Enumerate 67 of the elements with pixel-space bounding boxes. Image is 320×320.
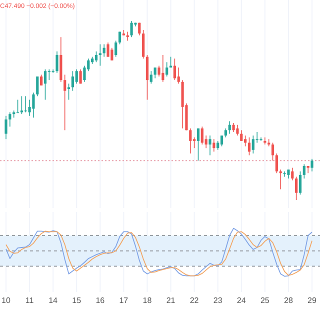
candlestick: [173, 58, 176, 80]
candlestick: [291, 167, 294, 181]
candlestick: [36, 76, 39, 97]
x-tick-label: 25: [260, 296, 270, 305]
candlestick: [212, 138, 216, 152]
candlestick: [208, 135, 212, 156]
candlestick: [189, 128, 192, 154]
candlestick: [114, 40, 118, 58]
x-tick-label: 15: [72, 296, 82, 305]
candlestick: [240, 130, 243, 142]
candlestick: [283, 170, 286, 178]
candlestick: [48, 68, 50, 80]
candlestick: [310, 158, 314, 172]
candlestick: [260, 136, 262, 142]
candlestick: [298, 170, 302, 196]
candlestick: [146, 54, 149, 100]
candlestick: [142, 30, 145, 59]
candlestick: [220, 135, 224, 147]
candlestick: [236, 124, 239, 136]
candlestick: [32, 92, 35, 118]
x-tick-label: 23: [213, 296, 223, 305]
candlestick: [40, 74, 43, 86]
candlestick: [79, 68, 82, 84]
candlestick: [24, 96, 27, 113]
candlestick: [248, 136, 251, 156]
x-tick-label: 28: [284, 296, 294, 305]
x-tick-label: 14: [48, 296, 58, 305]
candlestick: [130, 20, 133, 38]
candlestick: [8, 112, 12, 128]
candlestick: [64, 74, 66, 131]
candlestick: [244, 135, 247, 147]
candlestick: [67, 83, 70, 100]
candlestick: [275, 153, 278, 174]
candlestick: [158, 65, 160, 77]
candlestick: [106, 42, 110, 58]
candlestick: [52, 68, 54, 74]
candlestick: [75, 68, 78, 84]
candlestick: [252, 135, 254, 154]
candlestick: [166, 62, 168, 77]
x-tick-label: 21: [166, 296, 176, 305]
candlestick: [150, 70, 152, 84]
candlestick: [118, 31, 122, 45]
candlestick: [44, 68, 47, 100]
candlestick: [98, 44, 102, 66]
candlestick: [154, 67, 156, 79]
x-tick-label: 17: [119, 296, 129, 305]
candlestick: [295, 176, 298, 200]
candlestick: [138, 22, 141, 36]
candlestick: [71, 70, 74, 92]
candlestick: [94, 51, 98, 63]
candlestick: [162, 54, 164, 82]
x-tick-label: 10: [2, 296, 11, 305]
candlestick: [302, 164, 306, 179]
candlestick: [196, 128, 200, 162]
candlestick: [56, 51, 58, 74]
candlestick: [20, 96, 23, 114]
candlestick: [200, 126, 204, 145]
candlestick: [4, 115, 8, 140]
x-tick-label: 18: [142, 296, 152, 305]
x-tick-label: 29: [308, 296, 317, 305]
candlestick: [110, 47, 114, 61]
candlestick: [271, 142, 274, 162]
x-tick-label: 22: [190, 296, 200, 305]
x-tick-label: 24: [236, 296, 246, 305]
candlestick: [177, 67, 180, 84]
x-tick-label: 16: [96, 296, 106, 305]
x-tick-label: 11: [25, 296, 34, 305]
